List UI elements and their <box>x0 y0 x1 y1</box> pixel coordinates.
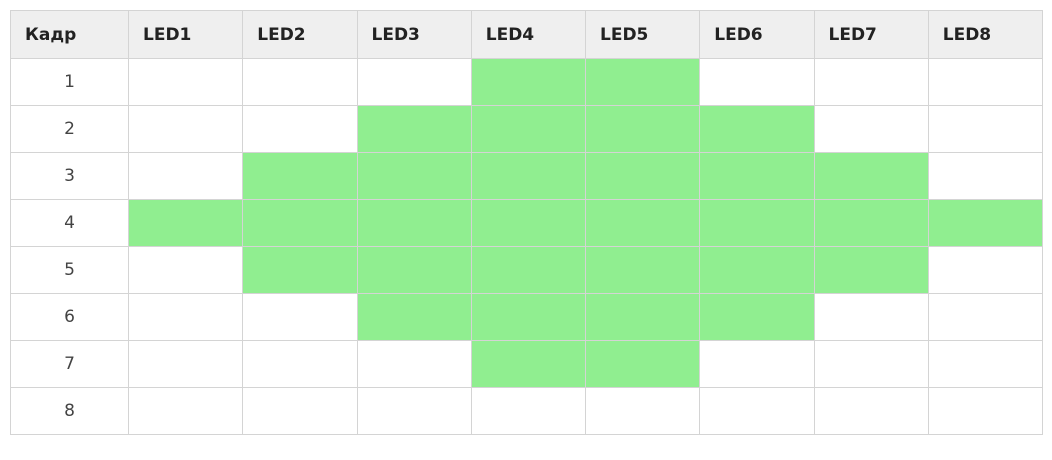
header-led8: LED8 <box>927 10 1044 59</box>
header-led2: LED2 <box>242 10 358 59</box>
led3-cell-on <box>356 199 472 247</box>
table-row: 6 <box>10 293 1044 341</box>
led1-cell-off <box>127 58 244 106</box>
led7-cell-off <box>813 340 929 388</box>
led6-cell-off <box>699 387 815 435</box>
header-led7: LED7 <box>813 10 929 59</box>
led5-cell-on <box>584 340 701 388</box>
frame-number-cell: 2 <box>10 105 129 153</box>
led5-cell-on <box>584 152 701 200</box>
led4-cell-off <box>470 387 587 435</box>
led4-cell-on <box>470 105 587 153</box>
led-table-container: Кадр LED1 LED2 LED3 LED4 LED5 LED6 LED7 … <box>10 10 1044 450</box>
header-frame: Кадр <box>10 10 129 59</box>
led2-cell-on <box>242 199 358 247</box>
table-row: 7 <box>10 340 1044 388</box>
header-led4: LED4 <box>470 10 587 59</box>
led5-cell-on <box>584 293 701 341</box>
led1-cell-off <box>127 340 244 388</box>
led5-cell-on <box>584 58 701 106</box>
led4-cell-on <box>470 199 587 247</box>
frame-number-cell: 1 <box>10 58 129 106</box>
led7-cell-on <box>813 152 929 200</box>
led2-cell-off <box>242 293 358 341</box>
led7-cell-off <box>813 58 929 106</box>
led8-cell-off <box>927 387 1044 435</box>
led1-cell-off <box>127 152 244 200</box>
table-header: Кадр LED1 LED2 LED3 LED4 LED5 LED6 LED7 … <box>10 10 1044 59</box>
led7-cell-off <box>813 387 929 435</box>
header-led6: LED6 <box>699 10 815 59</box>
led8-cell-off <box>927 58 1044 106</box>
table-row: 5 <box>10 246 1044 294</box>
led4-cell-on <box>470 293 587 341</box>
header-row: Кадр LED1 LED2 LED3 LED4 LED5 LED6 LED7 … <box>10 10 1044 59</box>
led7-cell-on <box>813 199 929 247</box>
header-led3: LED3 <box>356 10 472 59</box>
table-row: 8 <box>10 387 1044 435</box>
header-led5: LED5 <box>584 10 701 59</box>
led4-cell-on <box>470 340 587 388</box>
frame-number-cell: 6 <box>10 293 129 341</box>
led3-cell-off <box>356 387 472 435</box>
frame-number-cell: 7 <box>10 340 129 388</box>
led2-cell-off <box>242 340 358 388</box>
frame-number-cell: 3 <box>10 152 129 200</box>
led6-cell-off <box>699 340 815 388</box>
led5-cell-on <box>584 246 701 294</box>
led1-cell-off <box>127 387 244 435</box>
frame-number-cell: 4 <box>10 199 129 247</box>
led3-cell-on <box>356 246 472 294</box>
frame-number-cell: 5 <box>10 246 129 294</box>
led8-cell-off <box>927 105 1044 153</box>
led4-cell-on <box>470 246 587 294</box>
led6-cell-on <box>699 199 815 247</box>
header-led1: LED1 <box>127 10 244 59</box>
led8-cell-off <box>927 246 1044 294</box>
led1-cell-on <box>127 199 244 247</box>
led1-cell-off <box>127 246 244 294</box>
led8-cell-off <box>927 152 1044 200</box>
led5-cell-on <box>584 199 701 247</box>
table-row: 1 <box>10 58 1044 106</box>
led7-cell-off <box>813 105 929 153</box>
led1-cell-off <box>127 293 244 341</box>
led2-cell-on <box>242 246 358 294</box>
led1-cell-off <box>127 105 244 153</box>
led8-cell-off <box>927 293 1044 341</box>
led7-cell-off <box>813 293 929 341</box>
led6-cell-on <box>699 246 815 294</box>
led2-cell-off <box>242 58 358 106</box>
led6-cell-on <box>699 293 815 341</box>
led6-cell-on <box>699 105 815 153</box>
led3-cell-on <box>356 293 472 341</box>
led2-cell-off <box>242 387 358 435</box>
led6-cell-on <box>699 152 815 200</box>
led6-cell-off <box>699 58 815 106</box>
frame-number-cell: 8 <box>10 387 129 435</box>
led4-cell-on <box>470 58 587 106</box>
table-row: 2 <box>10 105 1044 153</box>
led4-cell-on <box>470 152 587 200</box>
led5-cell-on <box>584 105 701 153</box>
led2-cell-on <box>242 152 358 200</box>
led7-cell-on <box>813 246 929 294</box>
led8-cell-on <box>927 199 1044 247</box>
led3-cell-off <box>356 58 472 106</box>
table-row: 4 <box>10 199 1044 247</box>
led3-cell-off <box>356 340 472 388</box>
table-row: 3 <box>10 152 1044 200</box>
led8-cell-off <box>927 340 1044 388</box>
led2-cell-off <box>242 105 358 153</box>
led3-cell-on <box>356 105 472 153</box>
led3-cell-on <box>356 152 472 200</box>
led5-cell-off <box>584 387 701 435</box>
led-frame-table: Кадр LED1 LED2 LED3 LED4 LED5 LED6 LED7 … <box>10 10 1044 435</box>
